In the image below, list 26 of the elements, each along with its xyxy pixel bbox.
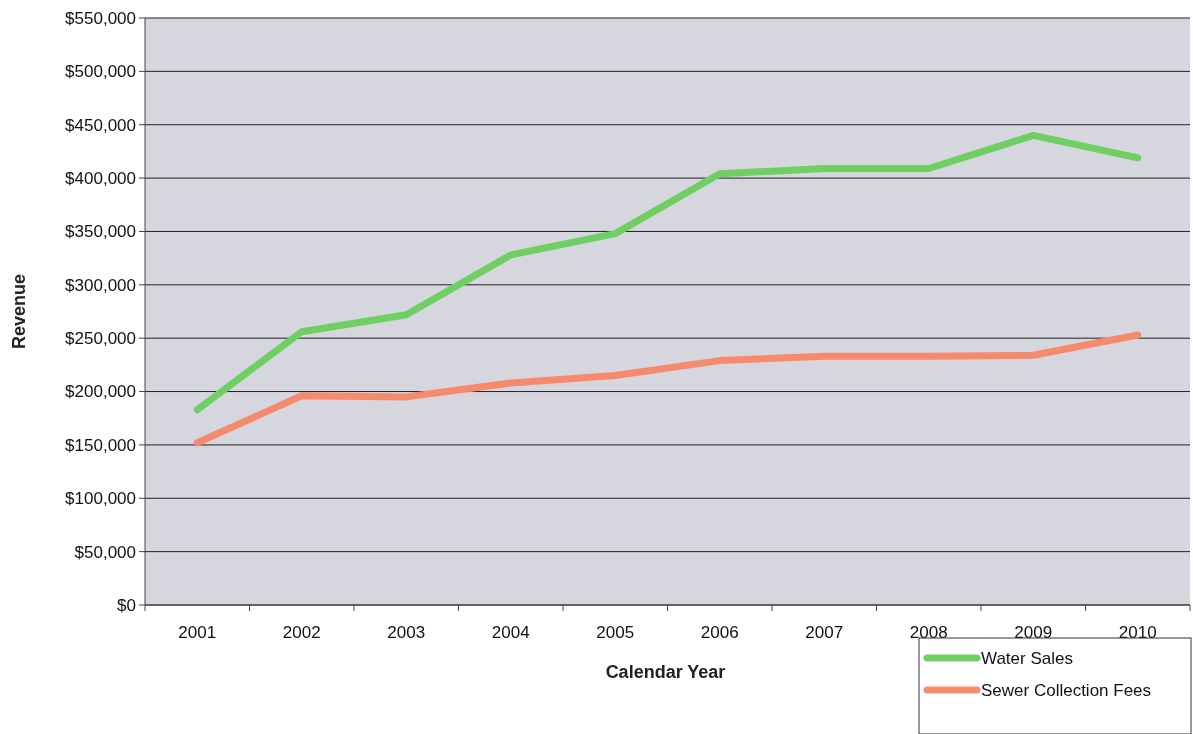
legend-label: Sewer Collection Fees	[981, 680, 1152, 700]
y-tick-label: $500,000	[65, 62, 136, 82]
y-tick-label: $350,000	[65, 222, 136, 242]
x-tick-label: 2002	[282, 623, 321, 642]
y-tick-label: $150,000	[65, 435, 136, 455]
x-tick-label: 2010	[1118, 623, 1157, 642]
x-tick-label: 2007	[805, 623, 844, 642]
y-tick-label: $450,000	[65, 115, 136, 135]
x-axis-title: Calendar Year	[605, 662, 726, 682]
y-tick-label: $400,000	[65, 169, 136, 189]
y-tick-label: $300,000	[65, 275, 136, 295]
y-axis-title: Revenue	[9, 273, 29, 350]
y-tick-label: $550,000	[65, 8, 136, 28]
y-tick-label: $50,000	[74, 542, 136, 562]
y-tick-label: $200,000	[65, 382, 136, 402]
y-tick-label: $0	[117, 595, 136, 615]
x-tick-label: 2003	[387, 623, 426, 642]
y-tick-label: $250,000	[65, 329, 136, 349]
x-tick-label: 2009	[1014, 623, 1053, 642]
x-tick-label: 2004	[491, 623, 530, 642]
x-tick-label: 2008	[909, 623, 948, 642]
x-tick-label: 2006	[700, 623, 739, 642]
y-tick-label: $100,000	[65, 489, 136, 509]
x-tick-label: 2001	[178, 623, 217, 642]
x-tick-label: 2005	[596, 623, 635, 642]
legend-label: Water Sales	[981, 648, 1073, 668]
